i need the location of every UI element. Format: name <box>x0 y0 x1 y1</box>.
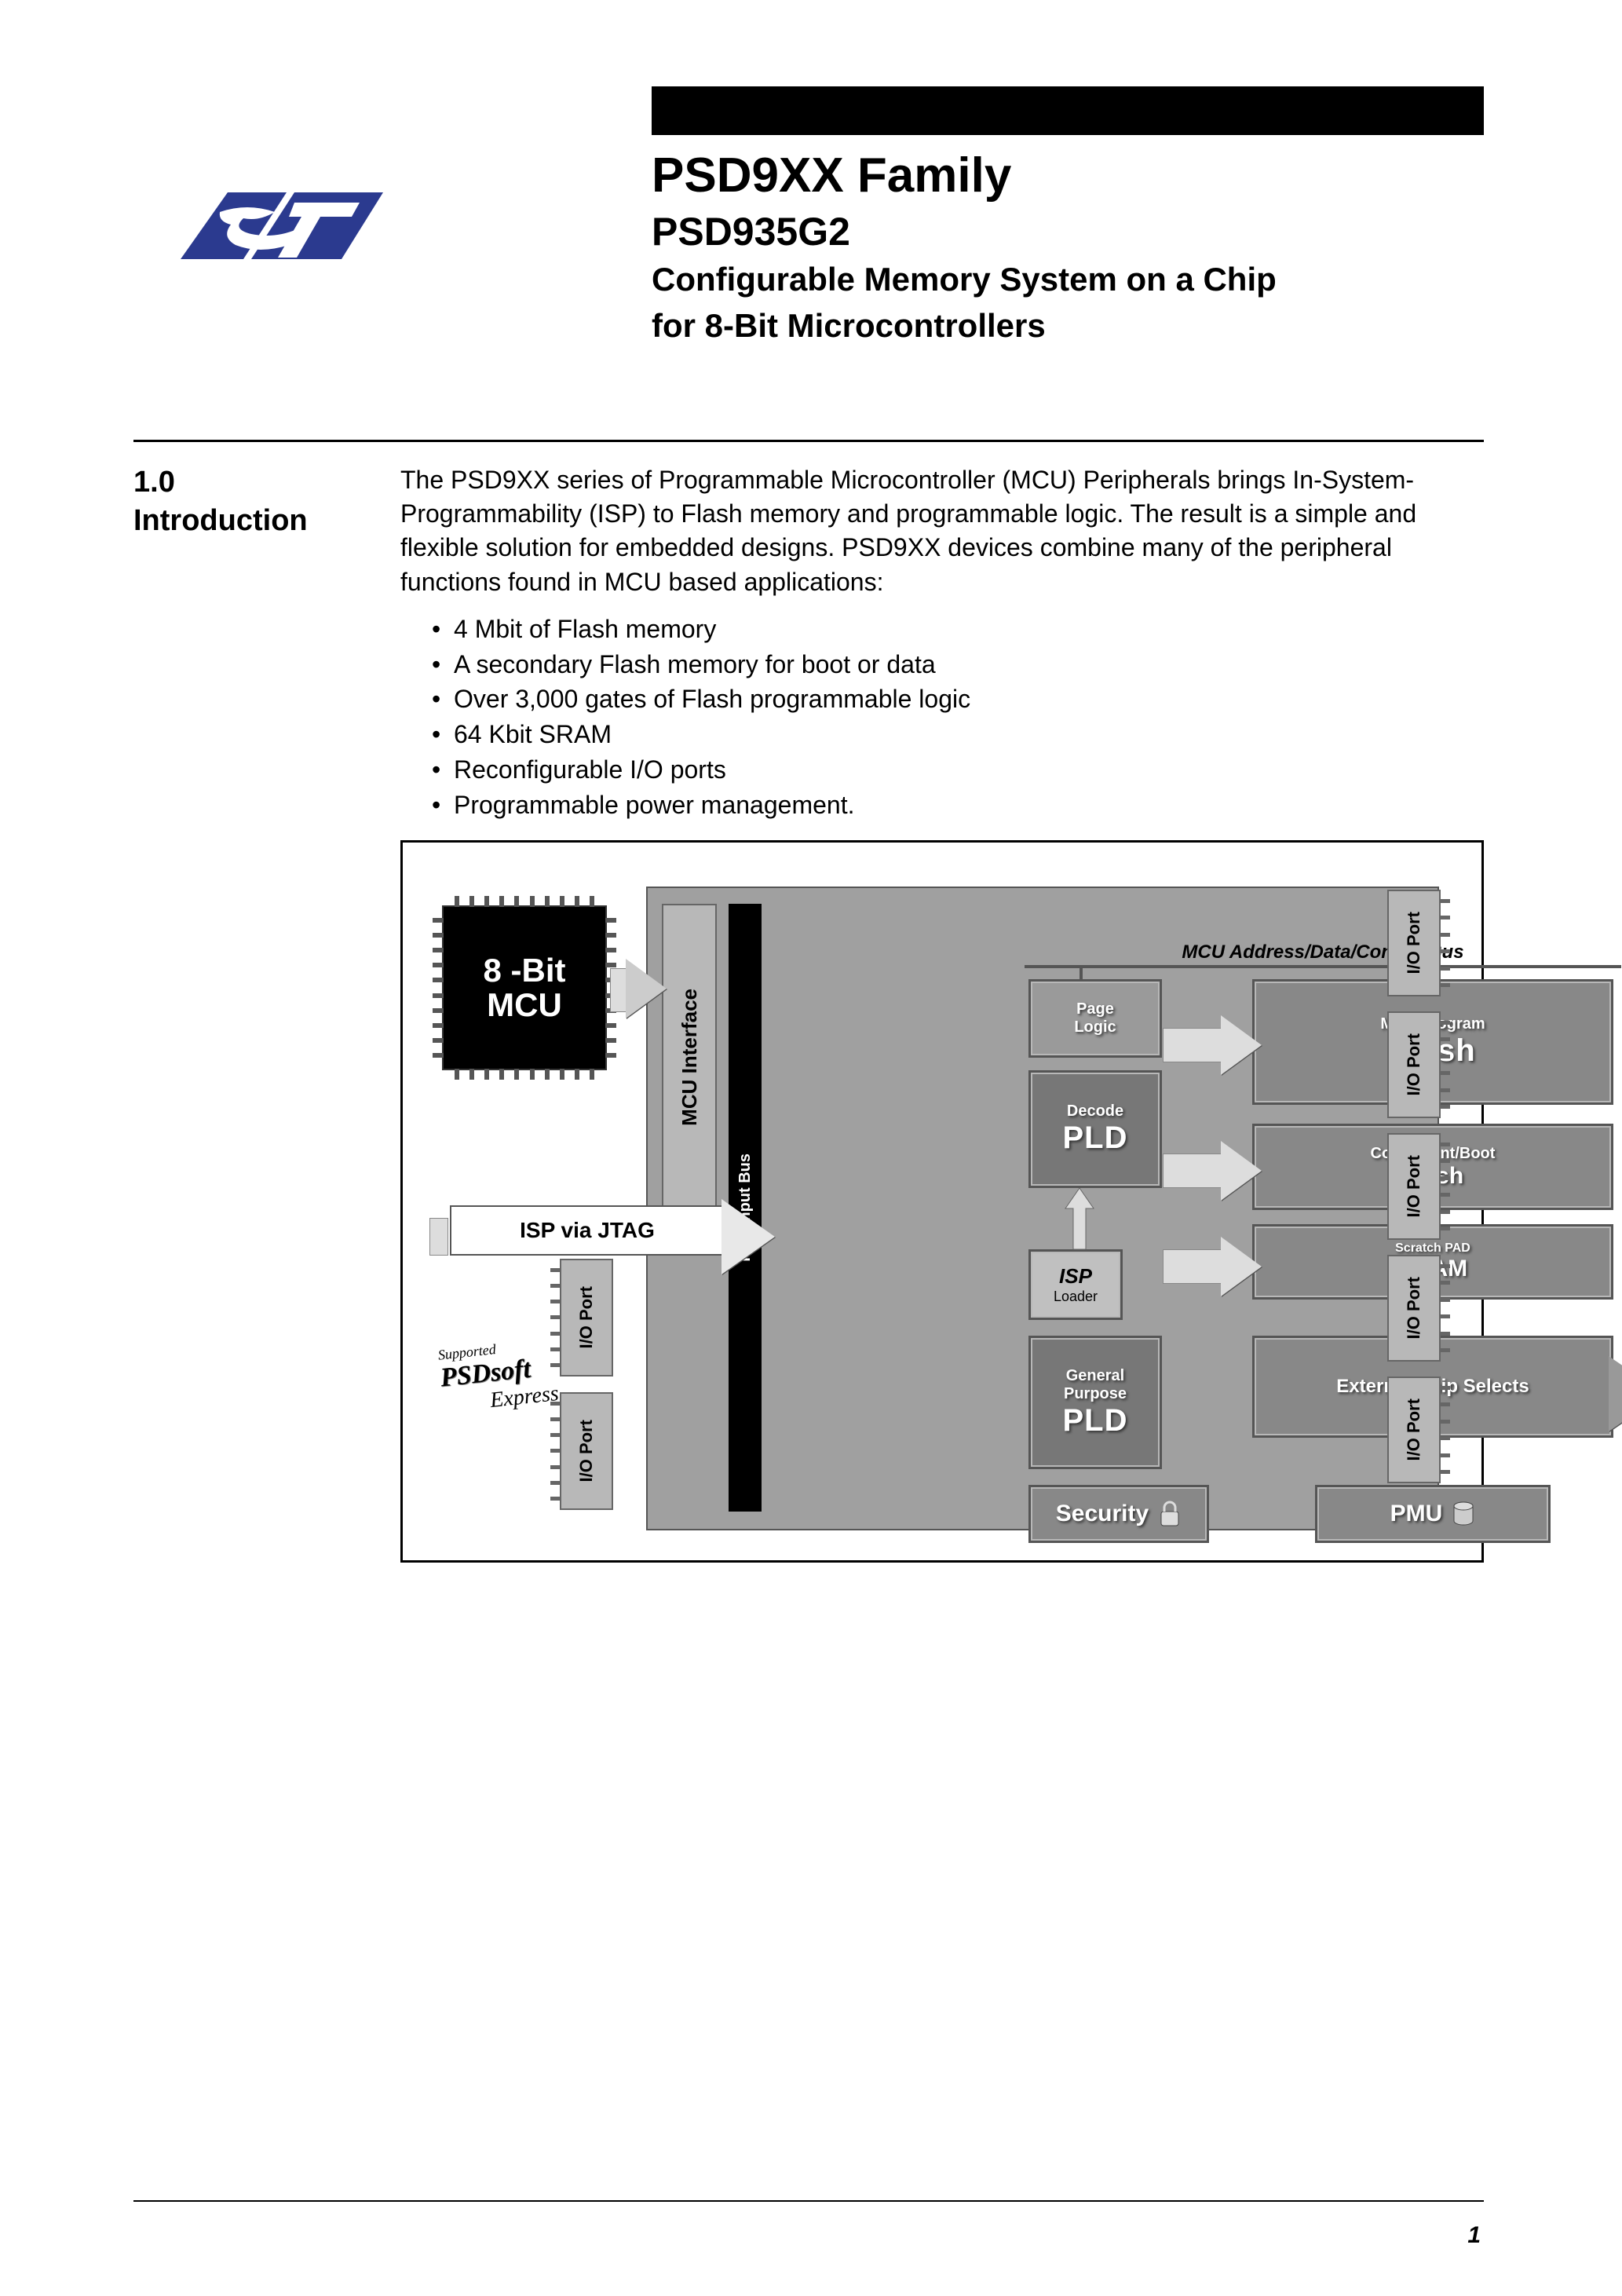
io-port-block: I/O Port <box>1387 1255 1441 1362</box>
chip-pins <box>433 918 444 1058</box>
label: I/O Port <box>576 1420 597 1482</box>
bullet-item: Over 3,000 gates of Flash programmable l… <box>432 682 1484 717</box>
bullet-item: 64 Kbit SRAM <box>432 717 1484 752</box>
label: I/O Port <box>1404 1033 1424 1095</box>
io-port-block: I/O Port <box>1387 1377 1441 1483</box>
section-rule <box>133 440 1484 442</box>
pmu-block: PMU <box>1315 1485 1551 1543</box>
section-number: 1.0 <box>133 463 377 502</box>
arrow-head <box>1221 1015 1262 1075</box>
header-bar <box>652 86 1484 135</box>
general-pld-block: General Purpose PLD <box>1028 1336 1162 1469</box>
label: 8 -Bit <box>484 953 566 988</box>
chip-pins <box>455 1069 594 1080</box>
io-pins <box>1441 1021 1450 1109</box>
title-desc-1: Configurable Memory System on a Chip <box>652 259 1484 301</box>
lock-icon <box>1158 1501 1182 1527</box>
label: I/O Port <box>1404 1398 1424 1461</box>
label: I/O Port <box>1404 1277 1424 1339</box>
title-family: PSD9XX Family <box>652 149 1484 203</box>
label: I/O Port <box>1404 912 1424 974</box>
io-pins <box>1441 1386 1450 1474</box>
io-pins <box>1441 899 1450 987</box>
isp-jtag-label: ISP via JTAG <box>450 1205 725 1256</box>
title-part: PSD935G2 <box>652 209 1484 254</box>
arrow-head <box>1221 1141 1262 1201</box>
label: ISP via JTAG <box>520 1218 655 1243</box>
io-pins <box>1441 1264 1450 1352</box>
label: ISP <box>1059 1264 1092 1289</box>
page-number: 1 <box>1467 2222 1481 2249</box>
jtag-arrow <box>721 1199 775 1274</box>
arrow <box>1163 1028 1224 1062</box>
bullet-item: Programmable power management. <box>432 788 1484 823</box>
page-logic-block: Page Logic <box>1028 979 1162 1058</box>
label: PLD <box>1063 1403 1128 1439</box>
title-block: PSD9XX Family PSD935G2 Configurable Memo… <box>652 149 1484 346</box>
arrow <box>1163 1249 1224 1284</box>
label: PMU <box>1390 1501 1443 1527</box>
arrow <box>1163 1153 1224 1188</box>
page: PSD9XX Family PSD935G2 Configurable Memo… <box>0 0 1622 2296</box>
isp-loader-block: ISP Loader <box>1028 1249 1123 1320</box>
decode-pld-block: Decode PLD <box>1028 1070 1162 1188</box>
footer-rule <box>133 2200 1484 2202</box>
database-icon <box>1452 1501 1475 1527</box>
feature-list: 4 Mbit of Flash memory A secondary Flash… <box>432 612 1484 823</box>
intro-paragraph: The PSD9XX series of Programmable Microc… <box>400 463 1484 599</box>
label: Loader <box>1054 1289 1098 1305</box>
io-pins <box>1441 1143 1450 1230</box>
st-logo <box>173 173 393 287</box>
io-pins <box>550 1402 560 1501</box>
label: Logic <box>1074 1018 1116 1036</box>
arrow-head <box>626 959 667 1018</box>
mcu-label: 8 -Bit MCU <box>484 953 566 1022</box>
arrow-head <box>1609 1356 1622 1431</box>
section-title: Introduction <box>133 502 377 540</box>
security-block: Security <box>1028 1485 1209 1543</box>
label: MCU Interface <box>678 989 702 1126</box>
label: PLD <box>1063 1121 1128 1156</box>
io-port-block: I/O Port <box>1387 1133 1441 1240</box>
mcu-chip: 8 -Bit MCU <box>442 905 607 1070</box>
label: General <box>1066 1367 1124 1385</box>
bullet-item: A secondary Flash memory for boot or dat… <box>432 647 1484 682</box>
io-port-block: I/O Port <box>1387 890 1441 996</box>
label: Decode <box>1067 1102 1123 1121</box>
block-diagram-figure: MCU Address/Data/Control Bus Page Logic … <box>400 840 1484 1563</box>
label: Security <box>1056 1501 1149 1527</box>
body-text: The PSD9XX series of Programmable Microc… <box>400 463 1484 823</box>
title-desc-2: for 8-Bit Microcontrollers <box>652 305 1484 347</box>
section-heading: 1.0 Introduction <box>133 463 377 541</box>
label: I/O Port <box>1404 1155 1424 1217</box>
mcu-interface-block: MCU Interface <box>662 904 717 1210</box>
bus-label: MCU Address/Data/Control Bus <box>1025 941 1621 968</box>
label: MCU <box>484 988 566 1022</box>
label: Purpose <box>1064 1385 1127 1403</box>
arrow-up <box>1064 1188 1095 1251</box>
label: Page <box>1076 1000 1114 1018</box>
jtag-pins <box>429 1218 448 1256</box>
label: Scratch PAD <box>1395 1241 1470 1256</box>
bullet-item: 4 Mbit of Flash memory <box>432 612 1484 647</box>
io-port-block: I/O Port <box>1387 1011 1441 1118</box>
bus-connector <box>1080 965 1083 981</box>
bullet-item: Reconfigurable I/O ports <box>432 752 1484 788</box>
chip-pins <box>455 896 594 907</box>
io-port-block: I/O Port <box>560 1392 613 1510</box>
arrow-head <box>1221 1237 1262 1296</box>
